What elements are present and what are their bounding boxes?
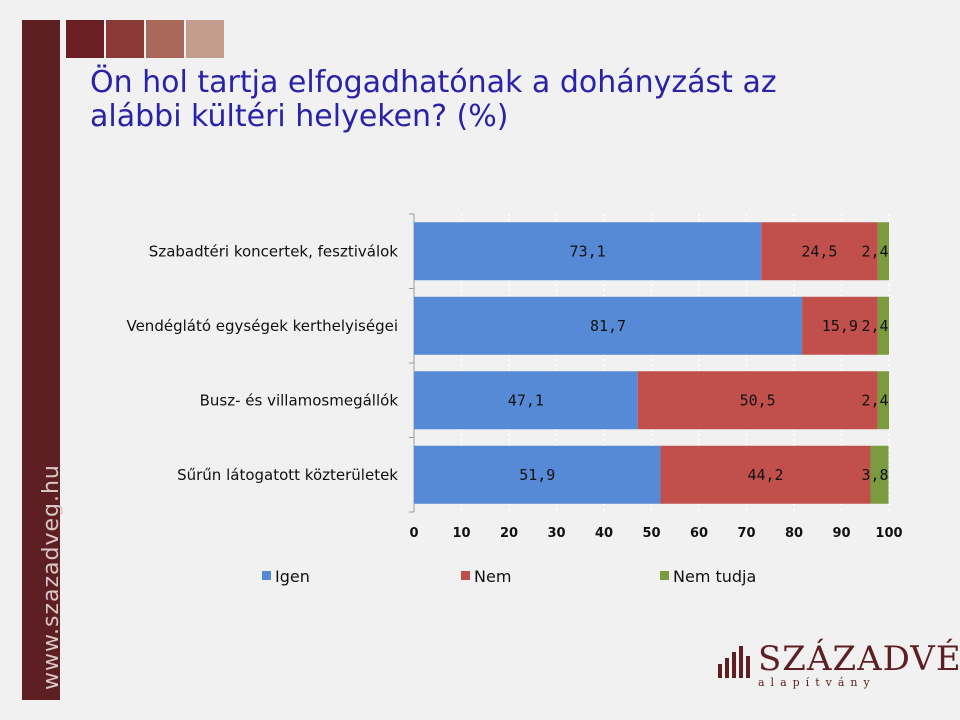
legend-label: Nem tudja bbox=[673, 567, 756, 586]
category-label: Busz- és villamosmegállók bbox=[200, 391, 399, 409]
color-swatch-4 bbox=[186, 20, 224, 58]
x-tick-label: 60 bbox=[690, 526, 708, 541]
color-swatch-2 bbox=[106, 20, 144, 58]
category-label: Szabadtéri koncertek, fesztiválok bbox=[149, 242, 399, 260]
data-label: 2,4 bbox=[861, 242, 888, 260]
logo-subtitle: alapítvány bbox=[758, 676, 876, 689]
data-label: 24,5 bbox=[801, 242, 837, 260]
title-line-2: alábbi kültéri helyeken? (%) bbox=[90, 99, 509, 134]
color-swatch-3 bbox=[146, 20, 184, 58]
x-tick-label: 40 bbox=[595, 526, 613, 541]
data-label: 15,9 bbox=[822, 317, 858, 335]
legend-swatch bbox=[660, 571, 669, 580]
data-label: 51,9 bbox=[519, 466, 555, 484]
data-label: 81,7 bbox=[590, 317, 626, 335]
legend-swatch bbox=[461, 571, 470, 580]
bar-segment bbox=[414, 371, 638, 430]
data-label: 50,5 bbox=[740, 391, 776, 409]
bar-segment bbox=[877, 296, 889, 355]
bar-segment bbox=[761, 222, 878, 281]
bar-segment bbox=[877, 222, 889, 281]
bar-segment bbox=[414, 222, 762, 281]
legend-label: Igen bbox=[275, 567, 310, 586]
x-tick-label: 90 bbox=[832, 526, 850, 541]
bar-segment bbox=[414, 296, 803, 355]
page-title: Ön hol tartja elfogadhatónak a dohányzás… bbox=[90, 66, 777, 134]
data-label: 47,1 bbox=[508, 391, 544, 409]
bar-segment bbox=[660, 445, 871, 504]
x-tick-label: 30 bbox=[547, 526, 565, 541]
title-line-1: Ön hol tartja elfogadhatónak a dohányzás… bbox=[90, 65, 777, 100]
legend-swatch bbox=[262, 571, 271, 580]
legend-label: Nem bbox=[474, 567, 511, 586]
data-label: 3,8 bbox=[861, 466, 888, 484]
data-label: 2,4 bbox=[861, 391, 888, 409]
logo-name: SZÁZADVÉG bbox=[758, 639, 960, 679]
x-tick-label: 70 bbox=[737, 526, 755, 541]
bar-segment bbox=[637, 371, 878, 430]
category-label: Vendéglátó egységek kerthelyiségei bbox=[126, 317, 398, 335]
x-tick-label: 80 bbox=[785, 526, 803, 541]
logo: SZÁZADVÉG alapítvány bbox=[718, 640, 960, 692]
color-swatch-1 bbox=[66, 20, 104, 58]
category-label: Sűrűn látogatott közterületek bbox=[177, 466, 398, 484]
x-tick-label: 0 bbox=[409, 526, 418, 541]
x-tick-label: 100 bbox=[875, 526, 902, 541]
bar-segment bbox=[414, 445, 661, 504]
x-tick-label: 10 bbox=[452, 526, 470, 541]
bar-segment bbox=[870, 445, 889, 504]
bar-segment bbox=[877, 371, 889, 430]
sidebar-band bbox=[22, 20, 60, 700]
data-label: 44,2 bbox=[747, 466, 783, 484]
logo-bars-icon bbox=[718, 646, 750, 678]
x-tick-label: 50 bbox=[642, 526, 660, 541]
data-label: 2,4 bbox=[861, 317, 888, 335]
bar-segment bbox=[802, 296, 878, 355]
data-label: 73,1 bbox=[570, 242, 606, 260]
x-tick-label: 20 bbox=[500, 526, 518, 541]
